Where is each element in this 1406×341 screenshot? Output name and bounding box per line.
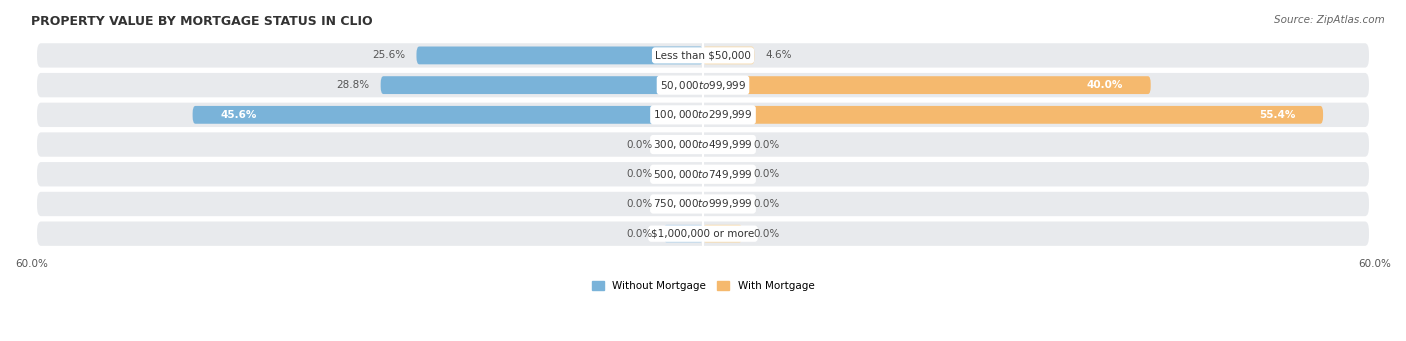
FancyBboxPatch shape bbox=[703, 225, 742, 242]
FancyBboxPatch shape bbox=[664, 136, 703, 153]
FancyBboxPatch shape bbox=[37, 222, 1369, 246]
Text: 45.6%: 45.6% bbox=[221, 110, 257, 120]
FancyBboxPatch shape bbox=[381, 76, 703, 94]
FancyBboxPatch shape bbox=[37, 162, 1369, 187]
Text: 0.0%: 0.0% bbox=[754, 169, 779, 179]
FancyBboxPatch shape bbox=[664, 225, 703, 242]
Text: 4.6%: 4.6% bbox=[766, 50, 792, 60]
FancyBboxPatch shape bbox=[37, 103, 1369, 127]
FancyBboxPatch shape bbox=[703, 136, 742, 153]
Text: 0.0%: 0.0% bbox=[627, 199, 652, 209]
FancyBboxPatch shape bbox=[37, 73, 1369, 97]
Text: 0.0%: 0.0% bbox=[754, 139, 779, 150]
Text: $750,000 to $999,999: $750,000 to $999,999 bbox=[654, 197, 752, 210]
Text: 25.6%: 25.6% bbox=[373, 50, 405, 60]
FancyBboxPatch shape bbox=[703, 46, 755, 64]
FancyBboxPatch shape bbox=[664, 195, 703, 213]
Text: 0.0%: 0.0% bbox=[627, 139, 652, 150]
Text: Less than $50,000: Less than $50,000 bbox=[655, 50, 751, 60]
Text: PROPERTY VALUE BY MORTGAGE STATUS IN CLIO: PROPERTY VALUE BY MORTGAGE STATUS IN CLI… bbox=[31, 15, 373, 28]
FancyBboxPatch shape bbox=[37, 132, 1369, 157]
FancyBboxPatch shape bbox=[37, 192, 1369, 216]
Text: $1,000,000 or more: $1,000,000 or more bbox=[651, 229, 755, 239]
FancyBboxPatch shape bbox=[193, 106, 703, 124]
Text: 0.0%: 0.0% bbox=[627, 229, 652, 239]
Text: $300,000 to $499,999: $300,000 to $499,999 bbox=[654, 138, 752, 151]
FancyBboxPatch shape bbox=[703, 195, 742, 213]
FancyBboxPatch shape bbox=[664, 165, 703, 183]
Text: 0.0%: 0.0% bbox=[754, 229, 779, 239]
FancyBboxPatch shape bbox=[37, 43, 1369, 68]
Text: 40.0%: 40.0% bbox=[1087, 80, 1123, 90]
Legend: Without Mortgage, With Mortgage: Without Mortgage, With Mortgage bbox=[588, 277, 818, 296]
Text: 0.0%: 0.0% bbox=[754, 199, 779, 209]
Text: $500,000 to $749,999: $500,000 to $749,999 bbox=[654, 168, 752, 181]
Text: $50,000 to $99,999: $50,000 to $99,999 bbox=[659, 79, 747, 92]
Text: 0.0%: 0.0% bbox=[627, 169, 652, 179]
FancyBboxPatch shape bbox=[703, 76, 1150, 94]
FancyBboxPatch shape bbox=[703, 106, 1323, 124]
Text: $100,000 to $299,999: $100,000 to $299,999 bbox=[654, 108, 752, 121]
Text: 55.4%: 55.4% bbox=[1258, 110, 1295, 120]
Text: 28.8%: 28.8% bbox=[336, 80, 370, 90]
FancyBboxPatch shape bbox=[416, 46, 703, 64]
Text: Source: ZipAtlas.com: Source: ZipAtlas.com bbox=[1274, 15, 1385, 25]
FancyBboxPatch shape bbox=[703, 165, 742, 183]
